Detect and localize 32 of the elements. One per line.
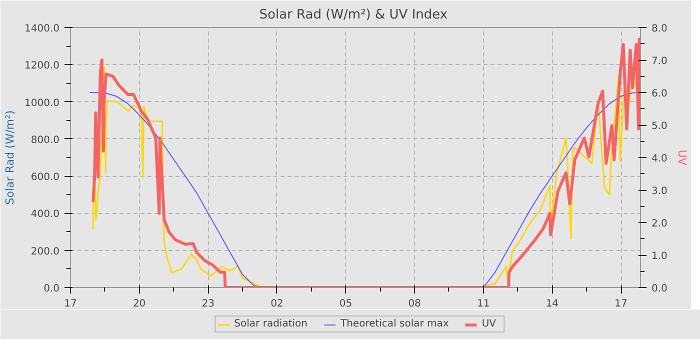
y2-tick-label: 4.0 bbox=[652, 154, 668, 164]
legend-label: UV bbox=[482, 318, 497, 330]
legend-label: Solar radiation bbox=[234, 318, 308, 330]
y-axis-title: Solar Rad (W/m²) bbox=[4, 110, 17, 205]
y2-tick-label: 5.0 bbox=[652, 121, 668, 132]
y2-tick-label: 0.0 bbox=[652, 284, 668, 294]
y-tick-label: 400.0 bbox=[30, 209, 60, 220]
y-tick-label: 800.0 bbox=[30, 134, 60, 146]
y-tick-label: 200.0 bbox=[30, 246, 60, 258]
y-tick-label: 1000.0 bbox=[24, 98, 60, 109]
x-tick-label: 05 bbox=[339, 298, 352, 310]
x-tick-label: 17 bbox=[64, 298, 77, 310]
y2-axis-title: UV bbox=[675, 150, 688, 166]
y2-tick-label: 6.0 bbox=[652, 88, 668, 100]
y-tick-label: 1400.0 bbox=[24, 24, 60, 34]
x-tick-label: 17 bbox=[614, 298, 628, 310]
y-tick-label: 1200.0 bbox=[24, 60, 60, 72]
x-tick-label: 20 bbox=[132, 298, 146, 310]
y2-tick-label: 7.0 bbox=[652, 56, 668, 67]
y-tick-label: 600.0 bbox=[30, 172, 60, 184]
x-tick-label: 14 bbox=[546, 298, 559, 310]
legend-label: Theoretical solar max bbox=[340, 318, 449, 330]
y2-tick-label: 2.0 bbox=[652, 218, 668, 230]
chart-title: Solar Rad (W/m²) & UV Index bbox=[259, 8, 448, 22]
x-tick-label: 11 bbox=[477, 298, 490, 310]
x-tick-label: 02 bbox=[270, 298, 284, 310]
y2-tick-label: 8.0 bbox=[652, 24, 668, 34]
x-tick-label: 08 bbox=[408, 298, 421, 310]
y2-tick-label: 1.0 bbox=[652, 251, 668, 262]
y-tick-label: 0.0 bbox=[44, 284, 60, 294]
y2-tick-label: 3.0 bbox=[652, 186, 668, 197]
x-tick-label: 23 bbox=[202, 298, 214, 310]
